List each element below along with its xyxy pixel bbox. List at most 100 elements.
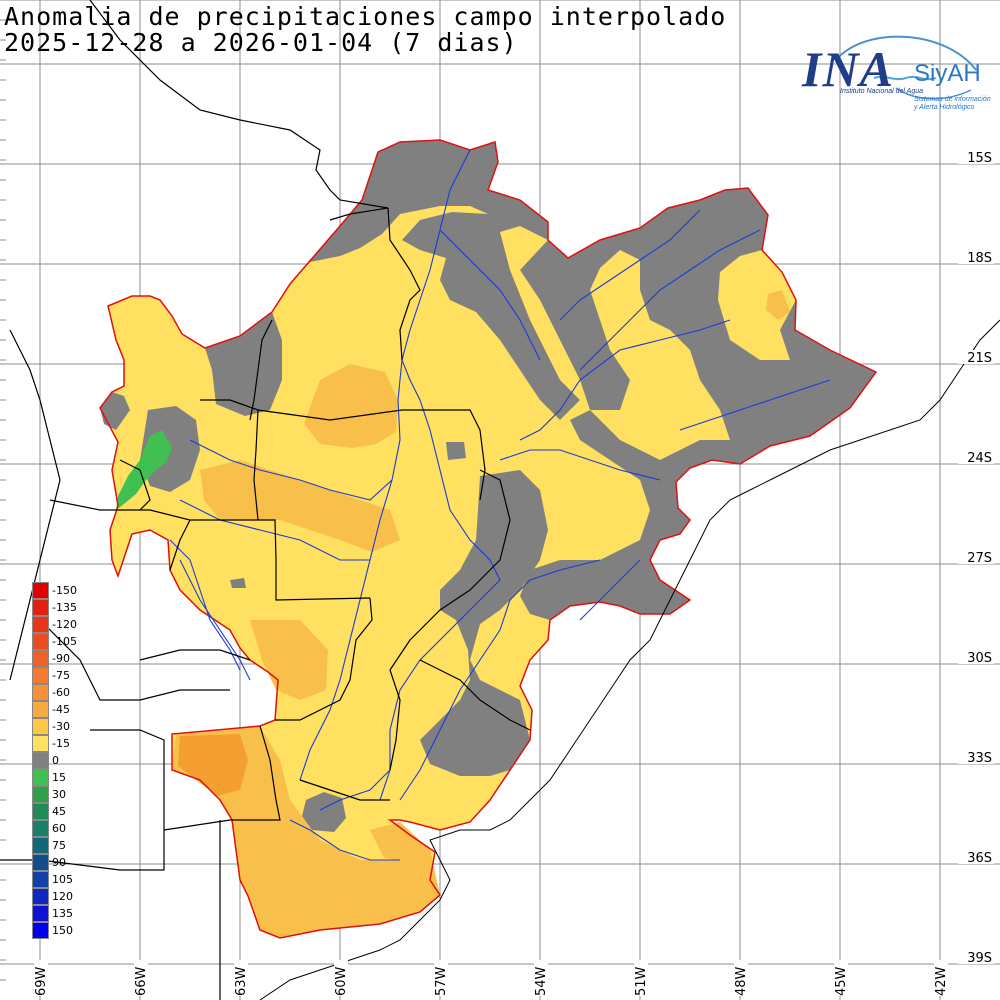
legend-label: 90 [52, 856, 66, 869]
lat-label-bg [958, 850, 994, 864]
legend-label: 135 [52, 907, 73, 920]
neutral-area-center-small [446, 442, 466, 460]
lon-label-bg [134, 960, 148, 996]
rivers [169, 149, 831, 861]
lat-label-bg [958, 450, 994, 464]
lon-label-bg [734, 960, 748, 996]
river-parana-lower [319, 769, 391, 811]
legend-swatch [32, 667, 49, 684]
legend-item: 105 [32, 871, 92, 888]
coastline [259, 319, 1000, 1000]
coast-rio-de-la-plata [259, 829, 490, 1000]
border-provinces-3 [275, 597, 373, 721]
river-paranaiba [559, 209, 701, 321]
river-paraguay [299, 359, 403, 781]
logo-siyah-text: SiyAH [914, 60, 981, 87]
legend-swatch [32, 735, 49, 752]
ina-siyah-logo: INA SiyAH Instituto Nacional del Agua Si… [796, 30, 996, 130]
legend-swatch [32, 922, 49, 939]
river-salado [179, 559, 251, 681]
border-mendoza [39, 619, 230, 701]
legend-label: -150 [52, 584, 77, 597]
legend-label: 75 [52, 839, 66, 852]
legend-item: 75 [32, 837, 92, 854]
coast-brazil [489, 319, 1000, 831]
lat-label: 36S [967, 851, 992, 866]
legend-swatch [32, 582, 49, 599]
legend-item: 90 [32, 854, 92, 871]
legend-label: 15 [52, 771, 66, 784]
legend-label: -75 [52, 669, 70, 682]
legend-swatch [32, 633, 49, 650]
lon-label-bg [534, 960, 548, 996]
legend-item: -75 [32, 667, 92, 684]
legend-swatch [32, 769, 49, 786]
river-north-tributary [439, 229, 541, 361]
legend-label: -60 [52, 686, 70, 699]
lat-label: 30S [967, 651, 992, 666]
legend-label: -120 [52, 618, 77, 631]
river-east-coast [679, 379, 831, 431]
basin-anomaly-field [99, 139, 878, 939]
river-pampas [289, 819, 400, 861]
legend-label: 150 [52, 924, 73, 937]
lon-label: 63W [234, 966, 249, 996]
legend-item: -135 [32, 599, 92, 616]
neutral-area-uruguay-river [420, 470, 548, 776]
legend-label: 0 [52, 754, 59, 767]
legend-item: -120 [32, 616, 92, 633]
border-provinces-1 [253, 409, 259, 521]
river-uruguay [399, 559, 601, 801]
dry-medium-area-center [304, 364, 398, 448]
legend-item: 135 [32, 905, 92, 922]
legend-swatch [32, 803, 49, 820]
legend-swatch [32, 752, 49, 769]
legend-swatch [32, 905, 49, 922]
river-pilcomayo [189, 439, 393, 501]
river-south-tributary [579, 559, 641, 621]
lat-label-bg [958, 150, 994, 164]
river-grande [579, 229, 761, 371]
legend-label: 120 [52, 890, 73, 903]
neutral-area-small-west [230, 578, 246, 588]
lon-label-bg [234, 960, 248, 996]
river-parana-upper [379, 149, 501, 801]
lon-label-bg [634, 960, 648, 996]
lon-label: 51W [634, 966, 649, 996]
logo-subtitle-3: y Alerta Hidrológico [914, 104, 975, 111]
legend-label: -135 [52, 601, 77, 614]
legend-swatch [32, 786, 49, 803]
lon-label: 54W [534, 966, 549, 996]
legend-swatch [32, 718, 49, 735]
legend-item: 150 [32, 922, 92, 939]
lon-label: 66W [134, 966, 149, 996]
dry-strong-area-pampas [178, 734, 248, 796]
legend-item: 45 [32, 803, 92, 820]
map-title: Anomalia de precipitaciones campo interp… [4, 2, 727, 31]
border-provinces-4 [163, 725, 281, 831]
lon-label: 48W [734, 966, 749, 996]
legend-item: 15 [32, 769, 92, 786]
legend-item: 30 [32, 786, 92, 803]
legend-item: -15 [32, 735, 92, 752]
legend-item: 60 [32, 820, 92, 837]
legend-label: 105 [52, 873, 73, 886]
legend-item: -90 [32, 650, 92, 667]
lon-label: 69W [34, 966, 49, 996]
lon-label-bg [34, 960, 48, 996]
wet-area-chaco [116, 430, 172, 510]
border-uruguay-brazil [419, 659, 531, 731]
neutral-area-northwest [100, 392, 130, 430]
logo-subtitle-2: Sistemas de información [914, 96, 991, 103]
lat-label-bg [958, 950, 994, 964]
lat-label: 39S [967, 951, 992, 966]
lon-label: 57W [434, 966, 449, 996]
legend-swatch [32, 650, 49, 667]
lat-label: 21S [967, 351, 992, 366]
river-bermejo [179, 499, 370, 561]
legend-swatch [32, 701, 49, 718]
border-bolivia-east [329, 207, 389, 221]
border-chile-argentina [9, 329, 61, 681]
river-tiete [519, 319, 731, 441]
